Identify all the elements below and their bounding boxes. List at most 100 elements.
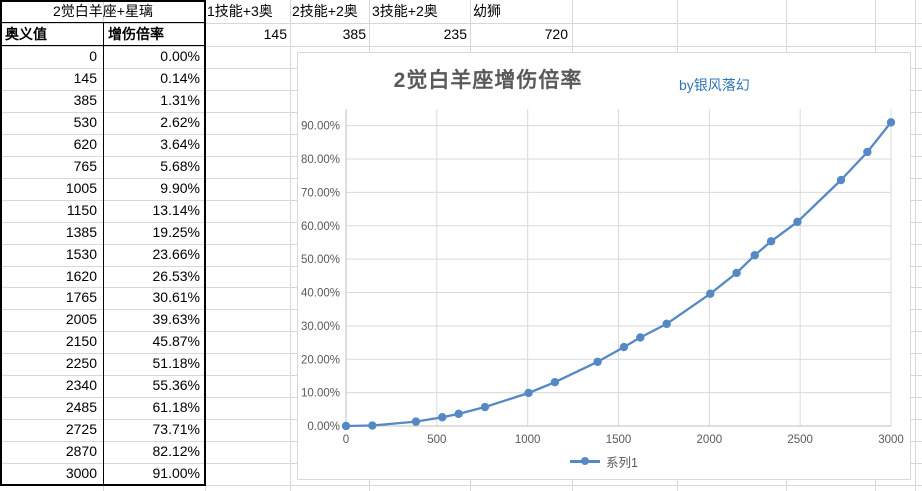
multiplier-cell[interactable]: 23.66% — [152, 245, 200, 262]
y-tick-label: 50.00% — [301, 254, 340, 266]
y-tick-label: 60.00% — [301, 221, 340, 233]
table-outer-border — [0, 0, 206, 486]
table-header-multiplier[interactable]: 增伤倍率 — [108, 26, 164, 42]
chart-title: 2觉白羊座增伤倍率 — [393, 69, 583, 92]
data-point-marker[interactable] — [863, 147, 872, 157]
skill-header-3[interactable]: 3技能+2奥 — [372, 3, 438, 19]
aoyi-value-cell[interactable]: 145 — [73, 69, 97, 86]
data-point-marker[interactable] — [766, 237, 776, 246]
aoyi-value-cell[interactable]: 2340 — [65, 377, 97, 394]
y-tick-label: 20.00% — [301, 354, 340, 366]
data-point-marker[interactable] — [524, 388, 533, 398]
legend-series-label: 系列1 — [606, 456, 638, 470]
data-point-marker[interactable] — [438, 413, 447, 422]
multiplier-cell[interactable]: 30.61% — [152, 289, 200, 306]
aoyi-value-cell[interactable]: 765 — [73, 157, 97, 174]
x-tick-label: 3000 — [878, 434, 904, 446]
multiplier-cell[interactable]: 91.00% — [152, 465, 200, 482]
multiplier-cell[interactable]: 3.64% — [160, 135, 200, 152]
multiplier-cell[interactable]: 1.31% — [160, 91, 200, 108]
damage-chart[interactable]: 2觉白羊座增伤倍率 by银风落幻 0.00% 10.00% 20.00% 30.00%… — [297, 52, 911, 480]
data-point-marker[interactable] — [593, 357, 602, 366]
aoyi-value-cell[interactable]: 530 — [73, 113, 97, 130]
x-tick-label: 500 — [427, 434, 446, 446]
aoyi-value-cell[interactable]: 2005 — [65, 311, 97, 328]
multiplier-cell[interactable]: 19.25% — [152, 223, 200, 240]
skill-header-1[interactable]: 1技能+3奥 — [207, 3, 273, 19]
y-tick-label: 40.00% — [301, 288, 340, 300]
y-tick-label: 70.00% — [301, 187, 340, 199]
data-point-marker[interactable] — [886, 118, 896, 127]
aoyi-value-cell[interactable]: 2870 — [65, 443, 97, 460]
data-point-marker[interactable] — [662, 319, 671, 329]
data-point-marker[interactable] — [706, 289, 715, 298]
chart-legend: 系列1 — [298, 452, 910, 471]
aoyi-value-cell[interactable]: 620 — [73, 135, 97, 152]
data-point-marker[interactable] — [341, 421, 351, 431]
data-point-marker[interactable] — [411, 417, 421, 426]
aoyi-value-cell[interactable]: 1620 — [65, 267, 97, 284]
skill-header-2[interactable]: 2技能+2奥 — [292, 3, 358, 19]
data-point-marker[interactable] — [793, 217, 802, 227]
multiplier-cell[interactable]: 45.87% — [152, 333, 200, 350]
aoyi-value-cell[interactable]: 1005 — [65, 179, 97, 196]
multiplier-cell[interactable]: 9.90% — [160, 179, 200, 196]
legend-line-marker-icon — [570, 457, 601, 466]
skill-value-1[interactable]: 145 — [263, 26, 287, 42]
data-point-marker[interactable] — [750, 251, 759, 260]
x-tick-label: 0 — [343, 434, 349, 446]
aoyi-value-cell[interactable]: 2485 — [65, 399, 97, 416]
aoyi-value-cell[interactable]: 1530 — [65, 245, 97, 262]
aoyi-value-cell[interactable]: 2725 — [65, 421, 97, 438]
gridline — [290, 0, 291, 491]
aoyi-value-cell[interactable]: 3000 — [65, 465, 97, 482]
skill-header-4[interactable]: 幼狮 — [473, 3, 501, 19]
gridline — [0, 485, 922, 486]
data-point-marker[interactable] — [550, 377, 560, 387]
multiplier-cell[interactable]: 0.00% — [160, 48, 200, 64]
gridline — [0, 23, 922, 24]
data-point-marker[interactable] — [480, 402, 490, 412]
multiplier-cell[interactable]: 55.36% — [152, 377, 200, 394]
data-point-marker[interactable] — [454, 409, 463, 419]
data-point-marker[interactable] — [619, 342, 629, 352]
multiplier-cell[interactable]: 61.18% — [152, 399, 200, 416]
aoyi-value-cell[interactable]: 1385 — [65, 223, 97, 240]
x-tick-label: 1500 — [606, 434, 632, 446]
multiplier-cell[interactable]: 73.71% — [152, 421, 200, 438]
aoyi-value-cell[interactable]: 2150 — [65, 333, 97, 350]
x-tick-label: 1000 — [515, 434, 541, 446]
y-tick-label: 30.00% — [301, 321, 340, 333]
multiplier-cell[interactable]: 5.68% — [160, 157, 200, 174]
gridline — [915, 0, 916, 491]
multiplier-cell[interactable]: 2.62% — [160, 113, 200, 130]
multiplier-cell[interactable]: 0.14% — [160, 69, 200, 86]
chart-byline: by银风落幻 — [679, 77, 750, 93]
multiplier-cell[interactable]: 26.53% — [152, 267, 200, 284]
skill-value-4[interactable]: 720 — [544, 26, 568, 42]
skill-value-3[interactable]: 235 — [443, 26, 467, 42]
y-tick-label: 90.00% — [301, 121, 340, 133]
multiplier-cell[interactable]: 39.63% — [152, 311, 200, 328]
aoyi-value-cell[interactable]: 0 — [89, 48, 97, 64]
aoyi-value-cell[interactable]: 1765 — [65, 289, 97, 306]
y-tick-label: 80.00% — [301, 154, 340, 166]
data-point-marker[interactable] — [636, 333, 645, 342]
aoyi-value-cell[interactable]: 2250 — [65, 355, 97, 372]
multiplier-cell[interactable]: 82.12% — [152, 443, 200, 460]
data-point-marker[interactable] — [368, 421, 377, 430]
data-point-marker[interactable] — [836, 175, 846, 185]
table-column-divider — [103, 22, 104, 486]
y-tick-label: 0.00% — [307, 421, 340, 433]
table-title-cell[interactable]: 2觉白羊座+星璃 — [53, 3, 153, 19]
table-header-aoyi[interactable]: 奥义值 — [5, 26, 47, 42]
skill-value-2[interactable]: 385 — [342, 26, 366, 42]
multiplier-cell[interactable]: 51.18% — [152, 355, 200, 372]
multiplier-cell[interactable]: 13.14% — [152, 201, 200, 218]
x-tick-label: 2000 — [697, 434, 723, 446]
aoyi-value-cell[interactable]: 1150 — [66, 201, 97, 218]
damage-table: 0 0.00% 145 0.14% 385 1.31% 530 2.62% 620 3.64% 76… — [0, 0, 206, 486]
aoyi-value-cell[interactable]: 385 — [73, 91, 97, 108]
data-point-marker[interactable] — [732, 268, 741, 278]
x-tick-label: 2500 — [787, 434, 813, 446]
